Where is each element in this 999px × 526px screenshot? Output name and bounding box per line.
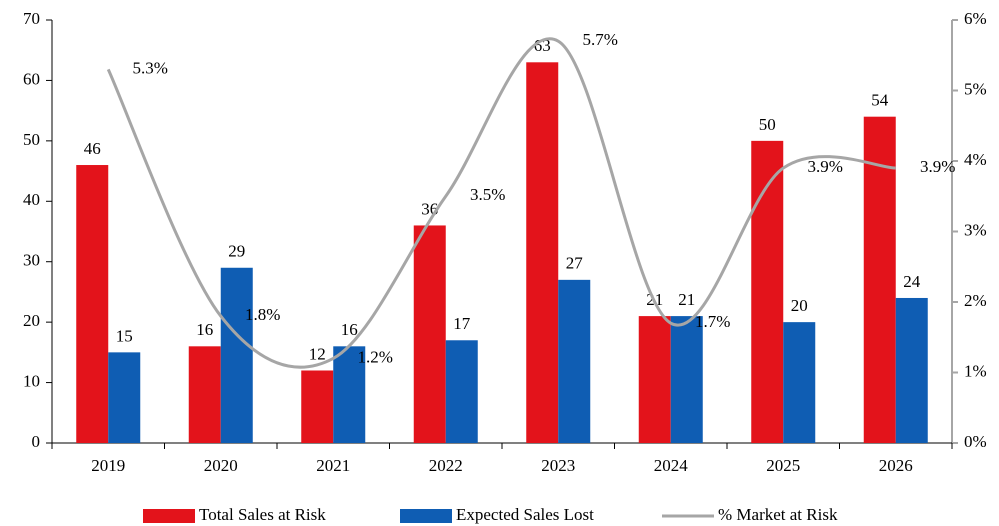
bar-value-label: 20	[791, 296, 808, 315]
y-tick-label: 50	[23, 130, 40, 149]
line-value-label: 1.8%	[245, 305, 280, 324]
y2-tick-label: 4%	[964, 150, 987, 169]
bar	[895, 297, 928, 443]
x-tick-label: 2022	[429, 456, 463, 475]
x-tick-label: 2023	[541, 456, 575, 475]
bar-value-label: 17	[453, 314, 471, 333]
line-value-label: 1.7%	[695, 312, 730, 331]
bar	[188, 346, 221, 443]
x-tick-label: 2021	[316, 456, 350, 475]
y-tick-label: 30	[23, 251, 40, 270]
bar	[301, 370, 334, 443]
y2-tick-label: 6%	[964, 9, 987, 28]
x-tick-label: 2024	[654, 456, 689, 475]
bar	[445, 340, 478, 443]
legend-label: Expected Sales Lost	[456, 505, 594, 524]
bar	[863, 116, 896, 443]
bar	[220, 267, 253, 443]
bar-value-label: 24	[903, 272, 921, 291]
y2-tick-label: 5%	[964, 79, 987, 98]
legend-swatch	[143, 509, 195, 523]
line-value-label: 3.5%	[470, 185, 505, 204]
bar	[558, 279, 591, 443]
bar	[76, 165, 109, 443]
y-tick-label: 20	[23, 311, 40, 330]
bar-value-label: 16	[196, 320, 213, 339]
x-tick-label: 2026	[879, 456, 913, 475]
bar	[108, 352, 141, 443]
y2-tick-label: 0%	[964, 432, 987, 451]
bar	[783, 322, 816, 443]
bar	[526, 62, 559, 444]
line-value-label: 3.9%	[920, 157, 955, 176]
y-tick-label: 10	[23, 371, 40, 390]
y-tick-label: 0	[32, 432, 41, 451]
y-tick-label: 40	[23, 190, 40, 209]
bar-value-label: 50	[759, 115, 776, 134]
bar	[670, 316, 703, 443]
x-tick-label: 2025	[766, 456, 800, 475]
legend-label: Total Sales at Risk	[199, 505, 326, 524]
y2-tick-label: 2%	[964, 291, 987, 310]
x-tick-label: 2020	[204, 456, 238, 475]
y2-tick-label: 1%	[964, 361, 987, 380]
line-value-label: 3.9%	[808, 157, 843, 176]
line-value-label: 5.7%	[583, 30, 618, 49]
bar-value-label: 16	[341, 320, 358, 339]
bar-value-label: 29	[228, 242, 245, 261]
bar	[751, 140, 784, 443]
bar-value-label: 15	[116, 326, 133, 345]
y-tick-label: 60	[23, 69, 40, 88]
bar-value-label: 27	[566, 254, 584, 273]
x-tick-label: 2019	[91, 456, 125, 475]
y-tick-label: 70	[23, 9, 40, 28]
line-value-label: 1.2%	[358, 347, 393, 366]
bar-value-label: 21	[678, 290, 695, 309]
legend-swatch	[400, 509, 452, 523]
bar	[333, 346, 366, 443]
legend-label: % Market at Risk	[718, 505, 838, 524]
line	[106, 37, 896, 369]
line-value-label: 5.3%	[133, 58, 168, 77]
bar-value-label: 54	[871, 91, 889, 110]
bar-value-label: 46	[84, 139, 101, 158]
bar-value-label: 12	[309, 344, 326, 363]
bar	[413, 225, 446, 443]
y2-tick-label: 3%	[964, 220, 987, 239]
bar	[638, 316, 671, 443]
